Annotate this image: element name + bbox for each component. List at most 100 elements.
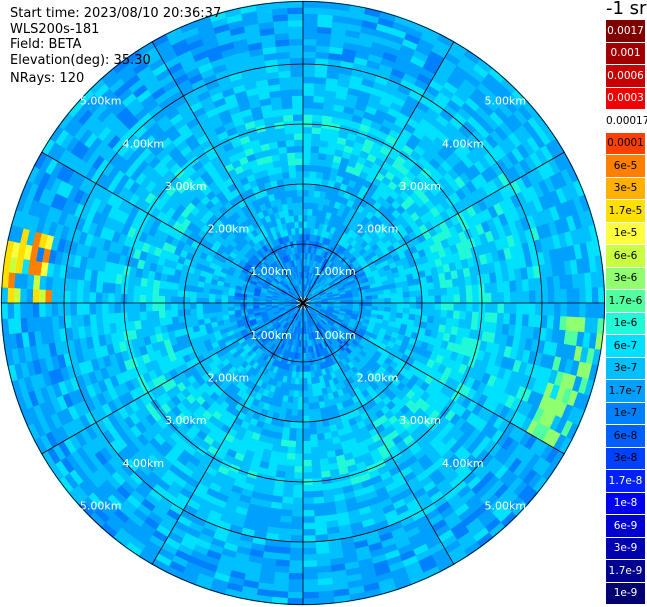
radar-cell — [309, 170, 318, 179]
radar-cell — [522, 290, 530, 304]
radar-cell — [284, 465, 295, 473]
radar-cell — [69, 302, 78, 316]
radar-cell — [286, 446, 296, 455]
radar-cell — [287, 440, 297, 448]
radar-cell — [176, 296, 184, 304]
radar-cell — [302, 497, 314, 505]
radar-cell — [282, 484, 294, 492]
radar-cell — [82, 279, 91, 293]
radar-cell — [302, 201, 309, 210]
radar-cell — [280, 95, 293, 104]
radar-cell — [292, 497, 304, 505]
radar-cell — [503, 291, 511, 304]
radar-cell — [302, 170, 311, 178]
radar-cell — [288, 566, 304, 574]
radar-cell — [294, 220, 300, 229]
radar-cell — [292, 113, 304, 122]
radar-cell — [298, 384, 304, 392]
radar-cell — [447, 294, 455, 304]
radar-cell — [101, 292, 109, 304]
radar-cell — [312, 107, 324, 116]
radar-cell — [151, 302, 159, 312]
radar-cell — [302, 195, 309, 203]
radar-cell — [446, 286, 455, 296]
radar-cell — [151, 310, 160, 320]
radar-cell — [133, 311, 141, 322]
radar-cell — [409, 308, 417, 316]
radar-cell — [553, 302, 562, 317]
radar-cell — [284, 126, 295, 135]
radar-cell — [307, 202, 314, 210]
radar-cell — [295, 428, 304, 436]
radar-cell — [528, 302, 537, 316]
radar-cell — [288, 170, 297, 179]
radar-cell — [313, 408, 322, 416]
radar-cell — [384, 302, 392, 308]
radar-cell — [302, 553, 317, 562]
radar-cell — [293, 466, 304, 474]
radar-cell — [76, 314, 85, 328]
radar-cell — [132, 293, 140, 304]
radar-cell — [428, 295, 436, 304]
radar-cell — [289, 57, 304, 65]
radar-cell — [227, 306, 235, 312]
radar-cell — [95, 280, 104, 293]
radar-cell — [38, 302, 46, 318]
radar-cell — [409, 302, 417, 310]
radar-cell — [189, 302, 197, 310]
radar-cell — [421, 308, 430, 317]
radar-cell — [76, 278, 85, 292]
radar-cell — [302, 472, 313, 480]
radar-cell — [560, 302, 568, 318]
radar-cell — [246, 302, 253, 307]
radar-cell — [101, 302, 109, 314]
radar-cell — [101, 281, 110, 294]
radar-cell — [311, 471, 322, 480]
radar-cell — [396, 302, 405, 309]
radar-cell — [89, 280, 97, 293]
radar-cell — [296, 422, 304, 430]
radar-cell — [528, 290, 537, 304]
radar-cell — [158, 287, 166, 297]
radar-cell — [472, 302, 480, 313]
radar-cell — [302, 82, 315, 90]
radar-cell — [409, 296, 417, 304]
radar-cell — [426, 281, 435, 291]
radar-cell — [292, 396, 299, 404]
radar-cell — [291, 88, 304, 97]
radar-cell — [290, 69, 304, 78]
radar-cell — [311, 126, 322, 135]
radar-cell — [164, 309, 172, 318]
radar-cell — [453, 294, 461, 304]
radar-cell — [302, 516, 315, 524]
radar-cell — [490, 282, 499, 294]
radar-cell — [378, 302, 386, 308]
radar-cell — [294, 453, 304, 461]
radar-cell — [32, 302, 40, 318]
radar-cell — [292, 101, 304, 109]
radar-cell — [302, 38, 318, 46]
radar-cell — [302, 491, 314, 499]
radar-cell — [309, 158, 319, 166]
radar-cell — [190, 313, 198, 322]
radar-cell — [298, 220, 304, 228]
radar-cell — [284, 133, 295, 141]
radar-cell — [126, 302, 134, 313]
radar-cell — [280, 509, 293, 517]
radar-cell — [402, 285, 410, 293]
radar-cell — [396, 297, 405, 304]
radar-cell — [365, 295, 373, 301]
radar-cell — [297, 201, 304, 210]
radar-cell — [295, 157, 304, 166]
radar-cell — [176, 308, 185, 317]
radar-cell — [311, 133, 322, 141]
radar-cell — [289, 553, 304, 562]
radar-cell — [302, 547, 317, 556]
radar-cell — [208, 297, 216, 304]
radar-cell — [281, 171, 291, 180]
radar-cell — [307, 402, 315, 411]
radar-cell — [302, 95, 315, 103]
radar-cell — [308, 409, 316, 417]
radar-cell — [284, 471, 295, 480]
radar-cell — [396, 292, 404, 299]
